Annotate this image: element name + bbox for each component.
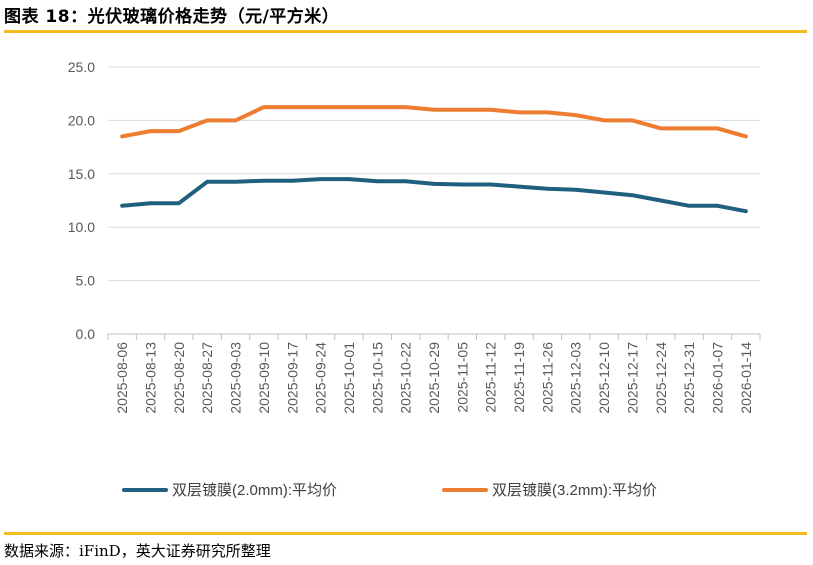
x-tick-label: 2025-12-17: [624, 342, 640, 414]
source-note: 数据来源：iFinD，英大证券研究所整理: [4, 542, 271, 560]
x-tick-label: 2025-08-27: [199, 342, 215, 414]
series-line-1: [120, 177, 748, 214]
x-tick-label: 2025-12-31: [681, 342, 697, 414]
series-line-2: [120, 105, 748, 139]
legend-label-2: 双层镀膜(3.2mm):平均价: [492, 482, 657, 499]
y-tick-label: 20.0: [68, 112, 95, 128]
x-tick-label: 2025-08-06: [114, 342, 130, 414]
x-tick-label: 2026-01-07: [709, 342, 725, 414]
x-tick-label: 2025-11-26: [539, 342, 555, 413]
x-tick-label: 2025-10-29: [426, 342, 442, 414]
x-tick-label: 2025-09-03: [228, 342, 244, 414]
x-tick-label: 2025-10-01: [341, 342, 357, 414]
x-tick-label: 2025-12-24: [653, 342, 669, 414]
y-tick-label: 15.0: [68, 166, 95, 182]
legend-label-1: 双层镀膜(2.0mm):平均价: [172, 482, 337, 499]
x-tick-label: 2025-11-05: [454, 342, 470, 413]
x-tick-label: 2025-11-19: [511, 342, 527, 413]
x-tick-label: 2025-12-03: [568, 342, 584, 414]
y-tick-label: 5.0: [76, 273, 96, 289]
x-tick-label: 2025-10-22: [398, 342, 414, 414]
y-tick-label: 25.0: [68, 59, 95, 75]
y-tick-label: 0.0: [76, 326, 96, 342]
x-tick-label: 2026-01-14: [738, 342, 754, 414]
x-tick-label: 2025-08-20: [171, 342, 187, 414]
x-tick-label: 2025-09-17: [284, 342, 300, 414]
line-chart: 0.0 5.0 10.0 15.0 20.0 25.0 2025-08-06 2025-08…: [68, 59, 761, 499]
figure-title: 图表 18：光伏玻璃价格走势（元/平方米）: [4, 7, 340, 27]
x-tick-label: 2025-12-10: [596, 342, 612, 414]
y-tick-label: 10.0: [68, 219, 95, 235]
x-tick-label: 2025-09-24: [313, 342, 329, 414]
x-tick-label: 2025-11-12: [483, 342, 499, 413]
bottom-rule: [4, 532, 807, 535]
x-tick-label: 2025-10-15: [369, 342, 385, 414]
top-rule: [4, 30, 807, 33]
x-tick-label: 2025-08-13: [143, 342, 159, 414]
x-tick-label: 2025-09-10: [256, 342, 272, 414]
